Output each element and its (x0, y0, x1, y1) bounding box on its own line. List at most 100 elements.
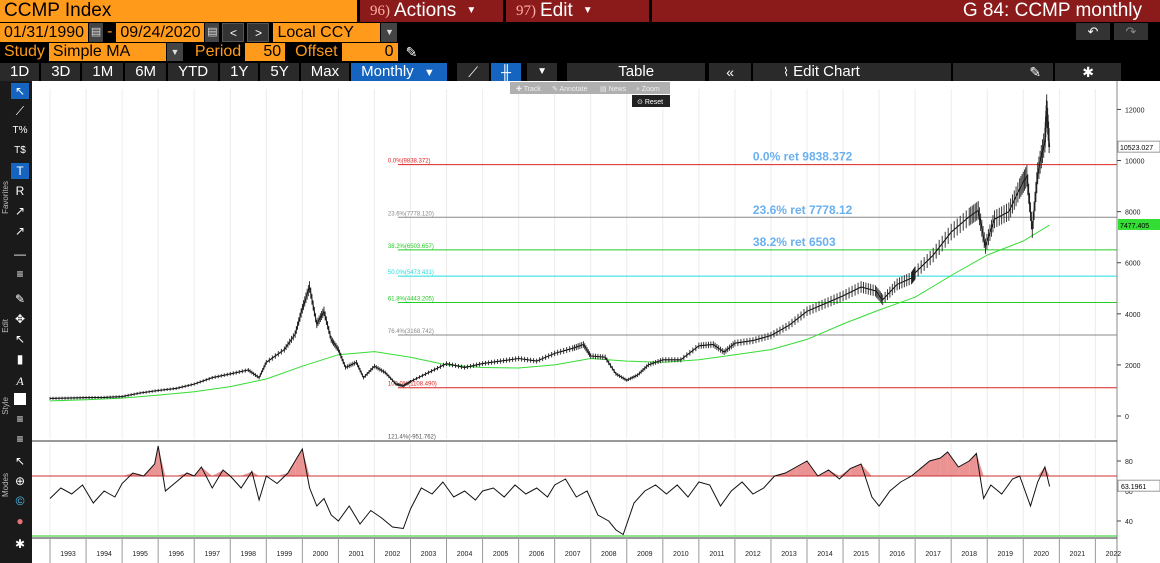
settings-icon[interactable]: ✱ (14, 537, 26, 551)
last-ma-tag (1118, 218, 1160, 230)
chart-menu-bar (510, 82, 670, 94)
crosshair-icon[interactable]: ⊕ (14, 474, 26, 488)
y-tick-label: 0 (1125, 414, 1129, 421)
price-icon[interactable]: T$ (14, 145, 26, 156)
rsi-tick-label: 60 (1125, 489, 1133, 496)
annotate-tool[interactable]: ✎ Annotate (552, 86, 588, 93)
cursor-mode-icon[interactable]: ↖ (14, 454, 26, 468)
y-tick-label: 6000 (1125, 261, 1141, 268)
table-button[interactable]: Table (567, 62, 706, 81)
frequency-select[interactable]: Monthly ▼ (351, 62, 448, 81)
channel-icon[interactable]: ≡ (16, 267, 24, 281)
rsi-last-label: 63.1961 (1121, 484, 1146, 491)
collapse-icon[interactable]: « (709, 62, 752, 81)
prev-arrow-button[interactable]: < (222, 22, 245, 42)
move-icon[interactable]: ✥ (14, 312, 26, 326)
percent-icon[interactable]: T% (12, 125, 28, 136)
edit-menu-button[interactable]: 97) Edit ▼ (506, 0, 649, 22)
redo-icon[interactable]: ↷ (1114, 23, 1148, 40)
y-tick-label: 8000 (1125, 210, 1141, 217)
draw-line-icon[interactable]: ⟋ (15, 104, 25, 118)
news-tool[interactable]: ▤ News (600, 86, 627, 93)
period-1d-button[interactable]: 1D (0, 62, 40, 81)
gear-icon[interactable]: ✱ (1055, 62, 1122, 81)
actions-menu-button[interactable]: 96) Actions ▼ (360, 0, 503, 22)
edit-label: Edit (540, 0, 573, 21)
chevron-down-icon: ▼ (582, 5, 593, 16)
bar-chart-icon[interactable]: ╫ (491, 62, 522, 81)
fib-level-label: 0.0%(9838.372) (388, 159, 431, 165)
x-tick-label: 2004 (457, 551, 473, 558)
reset-button[interactable] (632, 95, 670, 107)
x-tick-label: 2002 (385, 551, 401, 558)
period-input[interactable]: 50 (245, 43, 286, 61)
calendar-icon[interactable]: ▤ (89, 22, 104, 42)
track-tool[interactable]: ✚ Track (516, 85, 541, 93)
period-1m-button[interactable]: 1M (82, 62, 124, 81)
next-arrow-button[interactable]: > (247, 22, 270, 42)
x-tick-label: 2017 (925, 551, 941, 558)
palette-icon[interactable]: ● (16, 514, 24, 528)
period-ytd-button[interactable]: YTD (168, 62, 219, 81)
undo-icon[interactable]: ↶ (1076, 23, 1110, 40)
x-tick-label: 2001 (349, 551, 365, 558)
chevron-down-icon: ▼ (466, 5, 477, 16)
fib-level-label: 121.4%(-951.762) (388, 434, 436, 440)
trend-icon[interactable]: ↗ (14, 204, 26, 218)
x-tick-label: 2015 (853, 551, 869, 558)
select-icon[interactable]: ↖ (14, 332, 26, 346)
x-tick-label: 1997 (204, 551, 220, 558)
y-axis: 0 2000 4000 6000 8000 10000 12000 10523.027 7477… (1116, 81, 1160, 563)
edit-chart-button[interactable]: ⌇ Edit Chart (753, 62, 952, 81)
retracement-icon[interactable]: R (15, 184, 25, 198)
rsi-overbought-fill (940, 452, 948, 476)
pen-icon[interactable]: ✎ (405, 43, 418, 60)
end-date-input[interactable]: 09/24/2020 (116, 22, 205, 42)
style-label: Style (1, 397, 10, 415)
period-1y-button[interactable]: 1Y (220, 62, 259, 81)
edit-side-label: Edit (1, 319, 10, 333)
line-weight-icon[interactable]: ≡ (16, 412, 24, 426)
moving-average-line (49, 224, 1050, 402)
currency-select[interactable]: Local CCY (273, 22, 381, 42)
x-tick-label: 2005 (493, 551, 509, 558)
rsi-overbought-fill (947, 452, 959, 476)
favorites-label: Favorites (1, 181, 10, 214)
chevron-down-icon[interactable]: ▼ (166, 43, 183, 61)
font-icon[interactable]: A (16, 374, 24, 388)
period-5y-button[interactable]: 5Y (260, 62, 299, 81)
fib-level-label: 50.0%(5473.431) (388, 270, 434, 276)
line-chart-icon[interactable]: ⟋ (457, 62, 490, 81)
line-style-icon[interactable]: ≡ (16, 432, 24, 446)
color-swatch-icon[interactable] (14, 393, 26, 405)
security-field[interactable]: CCMP Index (0, 0, 357, 22)
offset-input[interactable]: 0 (341, 43, 398, 61)
retracement-annotations: 0.0% ret 9838.372 23.6% ret 7778.12 38.2% … (753, 150, 853, 250)
pointer-icon[interactable]: ↖ (11, 83, 29, 99)
price-chart[interactable]: 0.0%(9838.372) 23.6%(7778.120) 38.2%(6503.… (32, 81, 1160, 563)
rsi-tick-label: 40 (1125, 519, 1133, 526)
last-price-label: 10523.027 (1120, 145, 1153, 152)
pencil-icon[interactable]: ✎ (14, 292, 26, 306)
actions-number: 96) (370, 3, 390, 19)
horizontal-line-icon[interactable]: — (14, 247, 26, 261)
study-select[interactable]: Simple MA (48, 43, 166, 61)
cycle-icon[interactable]: © (15, 494, 25, 508)
start-date-input[interactable]: 01/31/1990 (0, 22, 89, 42)
arrow-line-icon[interactable]: ↗ (14, 224, 26, 238)
chart-title: G 84: CCMP monthly (652, 0, 1160, 22)
text-tool-icon[interactable]: T (11, 163, 29, 179)
trash-icon[interactable]: ▮ (16, 352, 24, 366)
calendar-icon[interactable]: ▤ (205, 22, 220, 42)
rsi-overbought-fill (302, 449, 310, 476)
edit-pen-icon[interactable]: ✎ (953, 62, 1054, 81)
y-tick-label: 10000 (1125, 159, 1145, 166)
period-max-button[interactable]: Max (300, 62, 350, 81)
rsi-overbought-fill (958, 461, 970, 476)
chevron-down-icon[interactable]: ▼ (527, 62, 558, 81)
zoom-tool[interactable]: ⌕ Zoom (636, 86, 660, 93)
chevron-down-icon[interactable]: ▼ (381, 22, 398, 42)
period-6m-button[interactable]: 6M (125, 62, 167, 81)
period-3d-button[interactable]: 3D (41, 62, 81, 81)
x-tick-label: 2003 (421, 551, 437, 558)
